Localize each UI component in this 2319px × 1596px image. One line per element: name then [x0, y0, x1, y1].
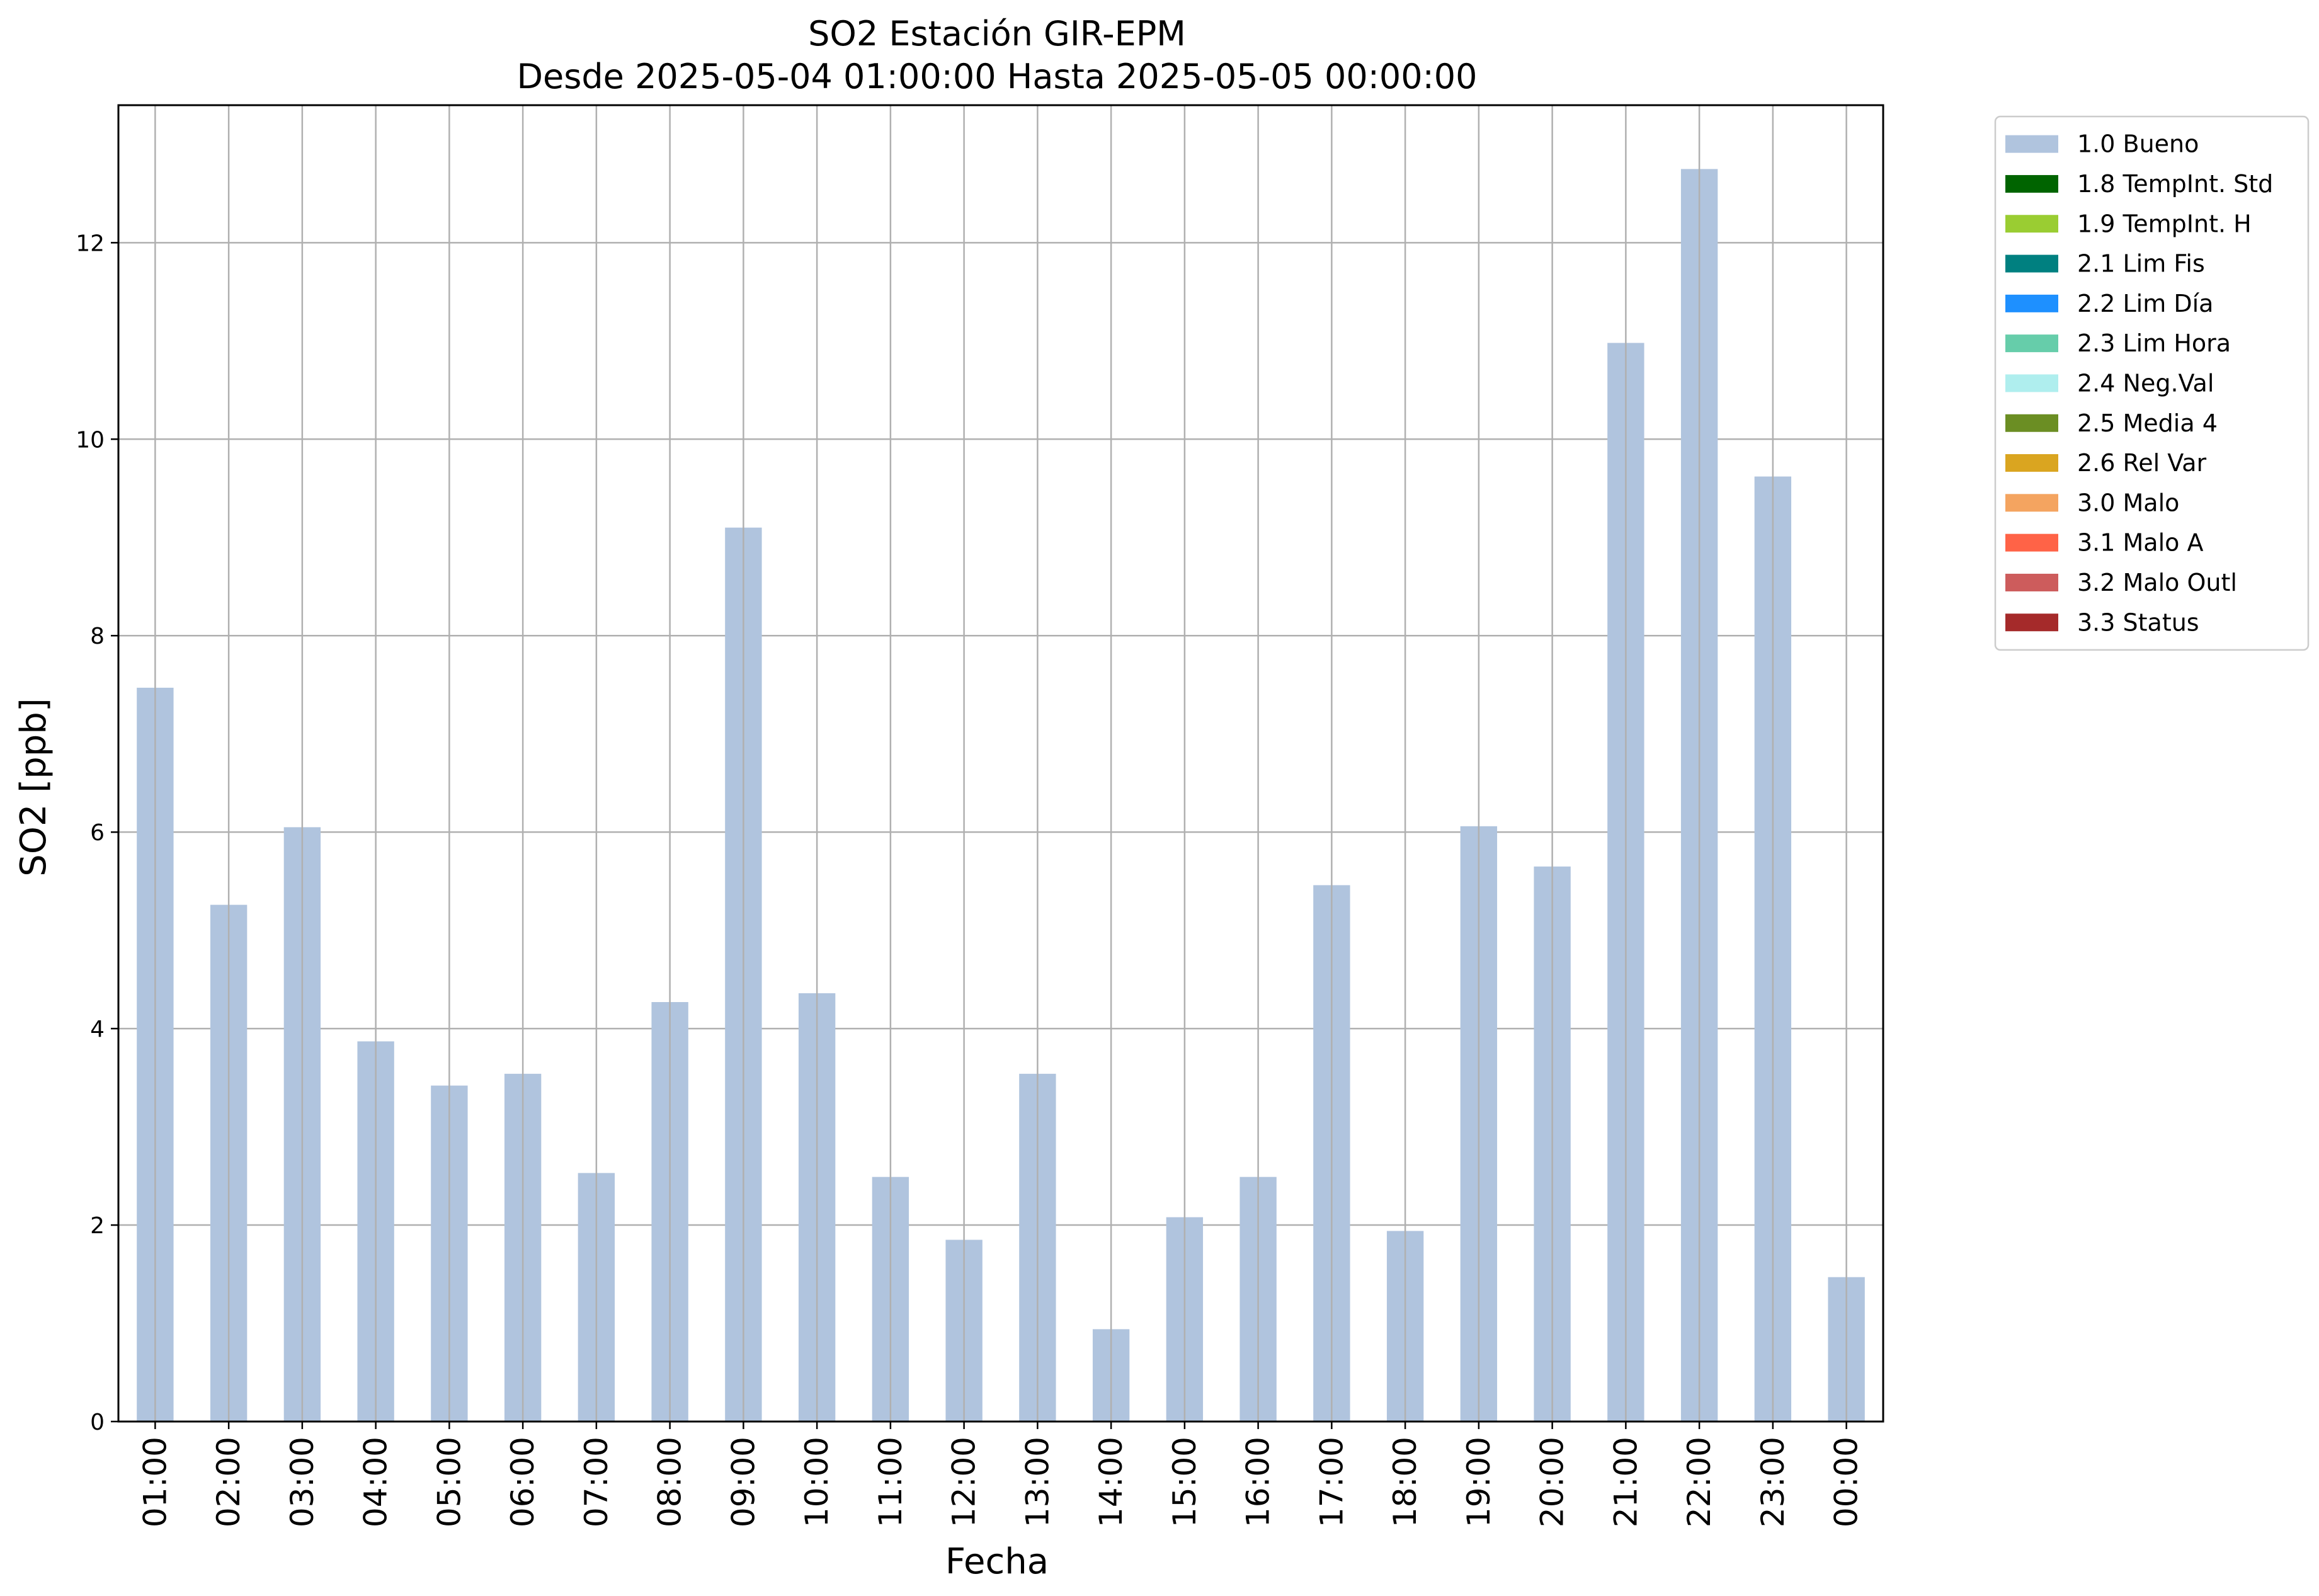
chart-subtitle: Desde 2025-05-04 01:00:00 Hasta 2025-05-…	[516, 57, 1477, 96]
y-tick-label: 6	[90, 820, 105, 846]
x-tick-label: 03:00	[284, 1437, 321, 1527]
x-tick-label: 14:00	[1093, 1437, 1129, 1527]
x-tick-label: 20:00	[1534, 1437, 1571, 1527]
legend-label: 2.4 Neg.Val	[2077, 369, 2214, 397]
legend-swatch	[2005, 254, 2058, 273]
x-tick-label: 08:00	[652, 1437, 688, 1527]
legend-swatch	[2005, 294, 2058, 312]
legend-label: 2.6 Rel Var	[2077, 449, 2207, 477]
legend-label: 2.5 Media 4	[2077, 409, 2218, 437]
x-tick-label: 05:00	[431, 1437, 467, 1527]
legend-swatch	[2005, 374, 2058, 392]
y-tick-label: 8	[90, 624, 105, 649]
x-tick-label: 22:00	[1681, 1437, 1718, 1527]
x-tick-label: 17:00	[1313, 1437, 1350, 1527]
legend-label: 3.3 Status	[2077, 608, 2199, 636]
x-tick-label: 23:00	[1755, 1437, 1791, 1527]
x-tick-label: 16:00	[1240, 1437, 1277, 1527]
grid-lines	[118, 242, 1883, 1423]
legend-swatch	[2005, 573, 2058, 591]
x-tick-label: 06:00	[504, 1437, 541, 1527]
x-tick-label: 11:00	[872, 1437, 909, 1527]
x-tick-label: 10:00	[799, 1437, 835, 1527]
x-tick-label: 15:00	[1166, 1437, 1203, 1527]
legend-label: 2.1 Lim Fis	[2077, 250, 2205, 278]
legend-label: 1.8 TempInt. Std	[2077, 170, 2273, 198]
chart-title: SO2 Estación GIR-EPM	[808, 14, 1186, 54]
legend-swatch	[2005, 215, 2058, 233]
legend-swatch	[2005, 414, 2058, 432]
legend-label: 2.3 Lim Hora	[2077, 329, 2231, 357]
legend-swatch	[2005, 494, 2058, 512]
x-tick-label: 00:00	[1828, 1437, 1865, 1527]
legend-label: 3.2 Malo Outl	[2077, 569, 2237, 596]
x-tick-label: 21:00	[1607, 1437, 1644, 1527]
plot-frame	[117, 104, 1884, 1423]
legend-swatch	[2005, 334, 2058, 353]
legend-swatch	[2005, 454, 2058, 472]
x-tick-label: 01:00	[137, 1437, 173, 1527]
y-tick-label: 2	[90, 1213, 105, 1239]
x-tick-label: 02:00	[210, 1437, 247, 1527]
legend-swatch	[2005, 613, 2058, 632]
legend-label: 1.0 Bueno	[2077, 130, 2199, 158]
y-tick-label: 4	[90, 1017, 105, 1042]
x-tick-label: 13:00	[1019, 1437, 1056, 1527]
x-tick-label: 19:00	[1461, 1437, 1497, 1527]
y-tick-label: 12	[76, 231, 105, 256]
x-tick-label: 09:00	[725, 1437, 761, 1527]
y-axis-label: SO2 [ppb]	[13, 698, 54, 876]
y-tick-label: 0	[90, 1410, 105, 1435]
legend-label: 3.0 Malo	[2077, 489, 2179, 516]
x-tick-label: 18:00	[1387, 1437, 1423, 1527]
x-tick-label: 07:00	[578, 1437, 615, 1527]
x-grid-lines	[154, 105, 1847, 1422]
legend: 1.0 Bueno 1.8 TempInt. Std 1.9 TempInt. H 2…	[1994, 115, 2310, 651]
legend-label: 3.1 Malo A	[2077, 529, 2203, 557]
x-axis-ticks: 01:00 02:00 03:00 04:00 05:00 06:00 07:00 08:00…	[137, 1422, 1865, 1527]
x-tick-label: 12:00	[946, 1437, 983, 1527]
legend-label: 1.9 TempInt. H	[2077, 210, 2252, 237]
x-axis-label: Fecha	[945, 1541, 1049, 1582]
legend-swatch	[2005, 135, 2058, 153]
legend-label: 2.2 Lim Día	[2077, 290, 2213, 317]
y-tick-label: 10	[76, 427, 105, 453]
legend-swatch	[2005, 174, 2058, 193]
x-tick-label: 04:00	[358, 1437, 394, 1527]
legend-box	[1994, 115, 2310, 651]
y-axis-ticks: 0 2 4 6 8 10 12	[76, 231, 118, 1435]
legend-swatch	[2005, 533, 2058, 552]
